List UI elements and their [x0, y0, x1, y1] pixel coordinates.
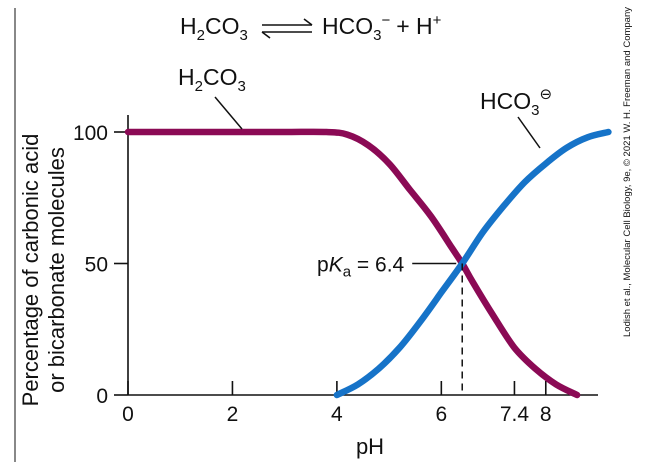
- x-tick-label: 0: [122, 403, 134, 426]
- series-line-hco3: [333, 128, 612, 399]
- x-tick-label: 7.4: [500, 403, 530, 426]
- svg-text:HCO3−+ H+: HCO3− + H+: [322, 12, 442, 44]
- y-axis-title-line2: or bicarbonate molecules: [44, 147, 69, 393]
- x-axis-title: pH: [356, 434, 384, 459]
- x-tick-label: 6: [435, 403, 447, 426]
- eq-left-h: H: [180, 13, 197, 39]
- y-tick-label: 50: [85, 254, 108, 277]
- y-tick-label: 0: [96, 385, 108, 408]
- series-label-h2co3: H2CO3: [178, 64, 246, 130]
- svg-text:HCO3⊖: HCO3⊖: [480, 86, 552, 119]
- eq-right-sup: −: [381, 12, 390, 29]
- y-ticks: 0 50 100: [73, 122, 128, 408]
- y-axis-title: Percentage of carbonic acid or bicarbona…: [18, 134, 69, 407]
- x-ticks: 0 2 4 6 7.4 8: [122, 381, 552, 426]
- series-line-h2co3: [124, 128, 581, 399]
- pka-label: pKa = 6.4: [317, 254, 404, 281]
- eq-left-sub2: 3: [239, 27, 247, 44]
- eq-right-hco: HCO: [322, 13, 373, 39]
- series-label-hco3: HCO3⊖: [480, 86, 552, 149]
- eq-plus-sup: +: [433, 12, 442, 29]
- y-axis-title-line1: Percentage of carbonic acid: [18, 134, 43, 407]
- credit-text: Lodish et al., Molecular Cell Biology, 9…: [622, 7, 633, 337]
- x-tick-label: 4: [331, 403, 343, 426]
- reaction-equation: H2CO3 HCO3− + H+: [180, 12, 442, 44]
- equilibrium-arrow-icon: [261, 18, 313, 39]
- y-tick-label: 100: [73, 122, 108, 145]
- pka-marker: pKa = 6.4: [317, 254, 463, 395]
- eq-right-sub: 3: [373, 27, 381, 44]
- axes: [127, 115, 598, 396]
- hco3-leader-line: [517, 116, 541, 149]
- series-layer: [124, 128, 612, 399]
- svg-text:H2CO3: H2CO3: [178, 64, 246, 95]
- x-tick-label: 8: [540, 403, 552, 426]
- eq-plus-h: + H: [396, 13, 432, 39]
- eq-left-co: CO: [205, 13, 240, 39]
- h2co3-leader-line: [214, 96, 243, 130]
- svg-text:H2CO3: H2CO3: [180, 13, 248, 44]
- eq-left-sub1: 2: [197, 27, 205, 44]
- x-tick-label: 2: [227, 403, 239, 426]
